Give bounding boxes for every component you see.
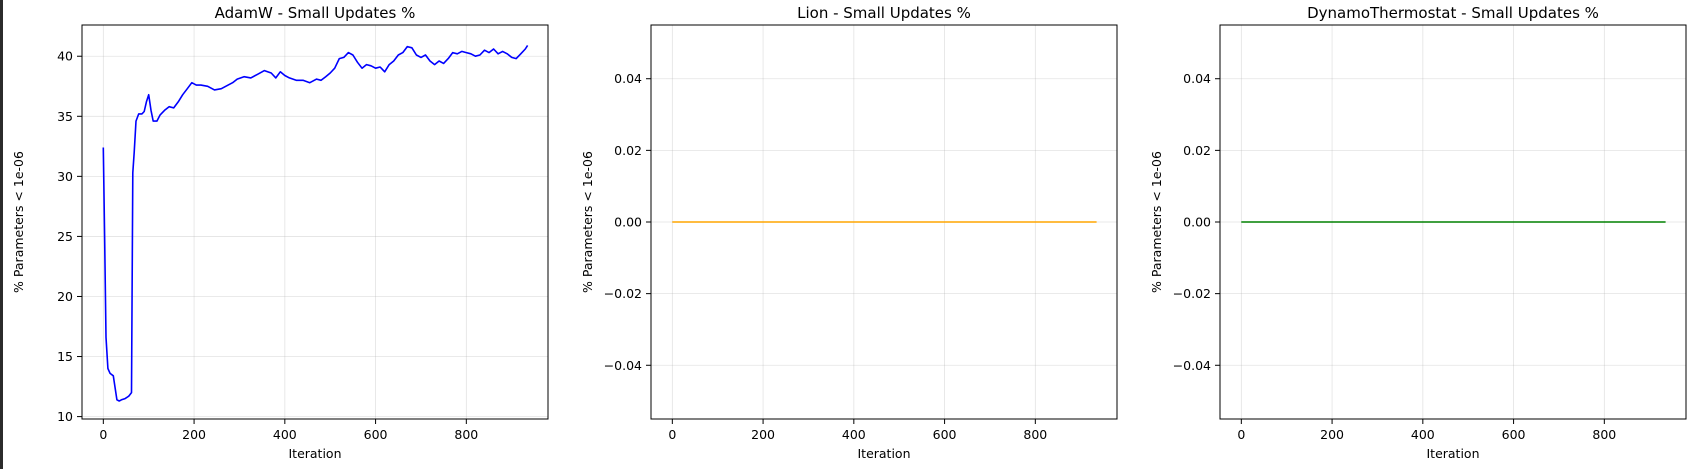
y-tick-label: 20 <box>57 289 73 304</box>
chart-title: DynamoThermostat - Small Updates % <box>1307 4 1599 22</box>
x-tick-label: 400 <box>1411 427 1435 442</box>
x-tick-label: 600 <box>933 427 957 442</box>
x-tick-label: 0 <box>1237 427 1245 442</box>
y-tick-label: 30 <box>57 169 73 184</box>
x-tick-label: 200 <box>182 427 206 442</box>
x-tick-label: 200 <box>751 427 775 442</box>
x-axis-label: Iteration <box>288 446 341 461</box>
y-tick-label: −0.04 <box>1173 358 1211 373</box>
x-axis-label: Iteration <box>1426 446 1479 461</box>
x-tick-label: 600 <box>1502 427 1526 442</box>
x-tick-label: 600 <box>364 427 388 442</box>
chart-panel-3: 0 200 400 600 800 −0.04 −0.02 0.00 0.02 0.04 Dynam… <box>1149 4 1687 461</box>
y-axis-label: % Parameters < 1e-06 <box>1149 151 1164 293</box>
y-tick-label: 10 <box>57 409 73 424</box>
chart-panel-2: 0 200 400 600 800 −0.04 −0.02 0.00 0.02 0.04 Lion … <box>580 4 1118 461</box>
y-tick-label: 0.00 <box>614 215 642 230</box>
window-edge <box>0 0 3 469</box>
x-tick-label: 400 <box>273 427 297 442</box>
y-tick-label: −0.02 <box>604 286 642 301</box>
y-tick-label: 35 <box>57 109 73 124</box>
x-tick-label: 0 <box>99 427 107 442</box>
chart-panel-1: 0 200 400 600 800 10 15 20 25 30 35 40 AdamW - Small… <box>11 4 549 461</box>
y-tick-label: 0.04 <box>614 71 642 86</box>
y-tick-label: 0.00 <box>1183 215 1211 230</box>
y-tick-label: −0.02 <box>1173 286 1211 301</box>
x-tick-label: 200 <box>1320 427 1344 442</box>
series-line <box>102 44 529 402</box>
y-axis-label: % Parameters < 1e-06 <box>11 151 26 293</box>
y-tick-label: 25 <box>57 229 73 244</box>
y-tick-label: 0.02 <box>1183 143 1211 158</box>
x-axis-label: Iteration <box>857 446 910 461</box>
x-tick-label: 0 <box>668 427 676 442</box>
plot-frame <box>81 24 549 420</box>
y-tick-label: 15 <box>57 349 73 364</box>
y-tick-label: 0.04 <box>1183 71 1211 86</box>
chart-title: AdamW - Small Updates % <box>215 4 416 22</box>
x-tick-label: 400 <box>842 427 866 442</box>
y-tick-label: 0.02 <box>614 143 642 158</box>
y-tick-label: 40 <box>57 49 73 64</box>
x-tick-label: 800 <box>1023 427 1047 442</box>
x-tick-label: 800 <box>454 427 478 442</box>
y-axis-label: % Parameters < 1e-06 <box>580 151 595 293</box>
chart-title: Lion - Small Updates % <box>797 4 971 22</box>
x-tick-label: 800 <box>1592 427 1616 442</box>
y-tick-label: −0.04 <box>604 358 642 373</box>
